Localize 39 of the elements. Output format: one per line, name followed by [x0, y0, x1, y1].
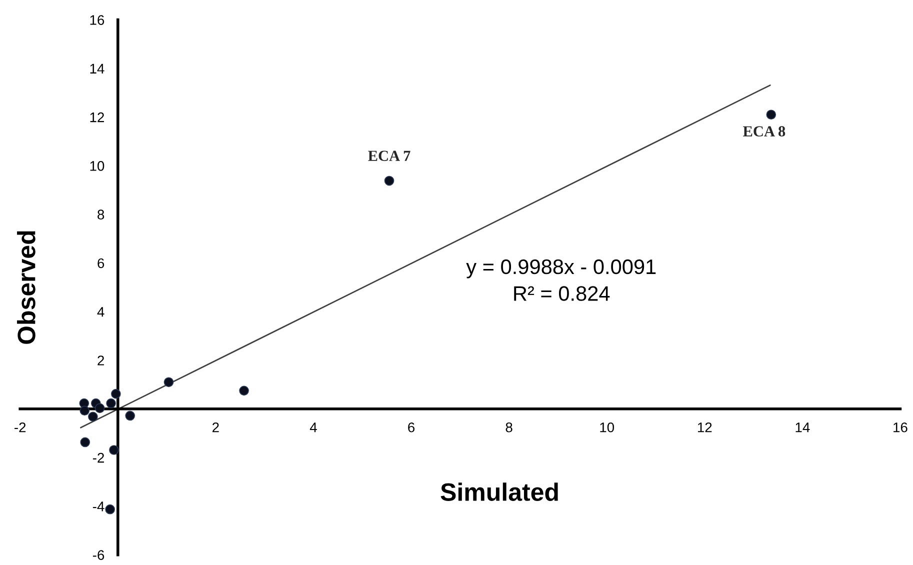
point [80, 437, 90, 448]
y-tick-label: 10 [90, 161, 104, 171]
x-tick-label: 6 [408, 422, 415, 432]
x-tick-label: 8 [506, 422, 512, 432]
x-tick-label: 14 [796, 422, 810, 432]
y-axis-title: Observed [17, 231, 36, 344]
x-tick-label: 4 [310, 422, 317, 432]
point [109, 445, 119, 455]
x-tick-label: -2 [14, 422, 26, 432]
y-tick-label: 14 [90, 64, 104, 74]
y-tick-label: 12 [90, 112, 104, 122]
annotation: ECA 8 [743, 126, 786, 136]
point [766, 110, 776, 120]
point [384, 176, 394, 186]
point [239, 386, 249, 396]
point [80, 406, 90, 416]
annotation: ECA 7 [368, 150, 410, 162]
y-tick-label: 2 [98, 356, 104, 366]
y-tick-label: -4 [92, 502, 104, 512]
point [88, 412, 98, 422]
point [111, 388, 121, 399]
x-axis-title: Simulated [440, 482, 558, 501]
y-tick-label: 4 [97, 307, 104, 317]
point [94, 403, 105, 414]
annotation: R² = 0.824 [514, 286, 610, 301]
y-tick-label: 16 [90, 15, 104, 25]
point [125, 410, 136, 421]
y-tick-label: -6 [92, 550, 104, 560]
x-tick-label: 16 [894, 422, 908, 432]
y-tick-label: 6 [98, 258, 104, 268]
x-tick-label: 12 [698, 422, 712, 432]
point [164, 377, 174, 388]
x-tick-label: 10 [600, 422, 614, 432]
y-tick-label: -2 [92, 452, 104, 463]
point [106, 398, 116, 408]
point [105, 504, 115, 514]
x-tick-label: 2 [212, 422, 219, 432]
annotation: y = 0.9988x - 0.0091 [466, 259, 656, 278]
y-tick-label: 8 [98, 210, 104, 220]
